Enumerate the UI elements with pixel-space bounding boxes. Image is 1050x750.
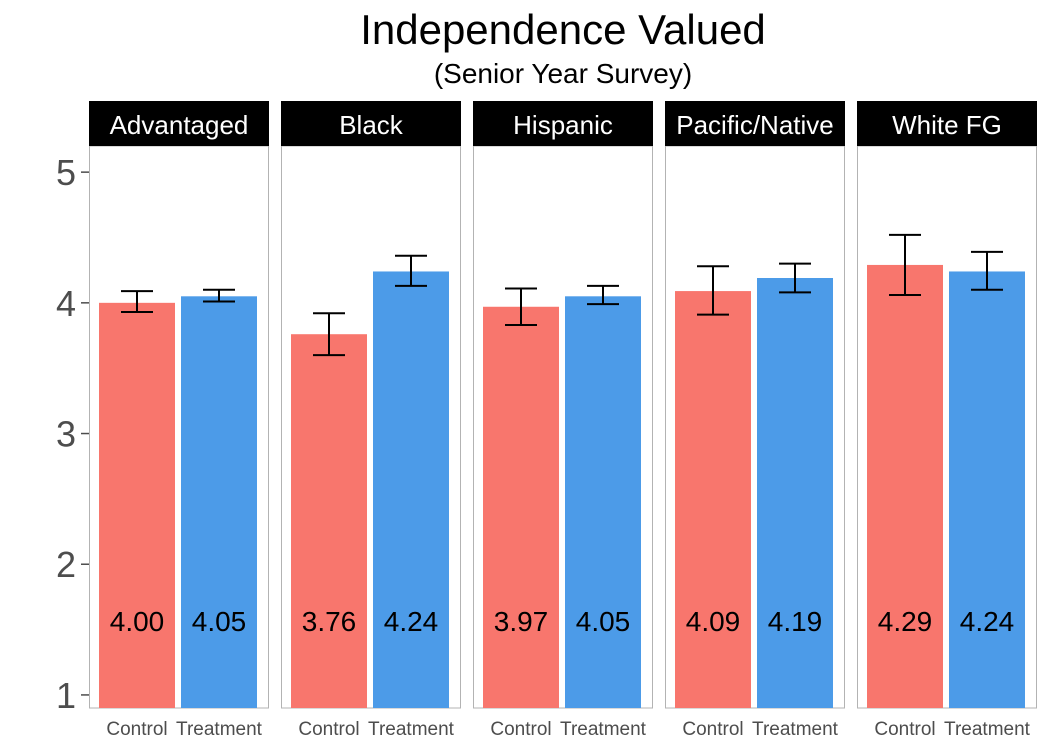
x-tick-label: Treatment [176,719,263,740]
x-tick-label: Control [298,719,359,740]
bar [757,278,833,708]
x-tick-label: Treatment [944,719,1031,740]
x-tick-label: Treatment [752,719,839,740]
bar [373,271,449,708]
data-label: 4.05 [576,606,631,637]
x-tick-label: Control [682,719,743,740]
bar [181,296,257,708]
bar [949,271,1025,708]
data-label: 4.29 [878,606,933,637]
bar [565,296,641,708]
data-label: 4.24 [384,606,439,637]
x-tick-label: Control [490,719,551,740]
data-label: 4.00 [110,606,165,637]
strip-label: Black [339,110,404,140]
strip [857,101,1037,146]
x-tick-label: Treatment [560,719,647,740]
chart-title: Independence Valued [360,6,766,53]
data-label: 4.09 [686,606,741,637]
bar [675,291,751,708]
data-label: 3.76 [302,606,357,637]
y-tick-label: 1 [56,675,76,716]
y-tick-label: 2 [56,544,76,585]
chart-subtitle: (Senior Year Survey) [433,58,693,89]
y-tick-label: 5 [56,152,76,193]
data-label: 4.24 [960,606,1015,637]
strip [665,101,845,146]
strip [89,101,269,146]
strip-label: Hispanic [513,110,613,140]
y-tick-label: 3 [56,414,76,455]
x-tick-label: Control [106,719,167,740]
bar [99,302,175,708]
strip-label: White FG [892,110,1002,140]
data-label: 3.97 [494,606,549,637]
y-tick-label: 4 [56,283,76,324]
strip-label: Advantaged [110,110,249,140]
x-tick-label: Control [874,719,935,740]
strip-label: Pacific/Native [676,110,834,140]
bar [291,334,367,708]
strip [281,101,461,146]
strip [473,101,653,146]
bar [483,306,559,708]
data-label: 4.05 [192,606,247,637]
data-label: 4.19 [768,606,823,637]
x-tick-label: Treatment [368,719,455,740]
bar [867,264,943,708]
